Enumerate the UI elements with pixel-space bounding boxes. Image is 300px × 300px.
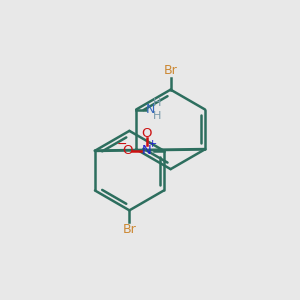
Text: O: O <box>122 144 133 157</box>
Text: −: − <box>116 138 127 151</box>
Text: H: H <box>153 111 162 121</box>
Text: N: N <box>146 103 156 116</box>
Text: O: O <box>142 127 152 140</box>
Text: Br: Br <box>122 223 136 236</box>
Text: N: N <box>142 144 152 157</box>
Text: +: + <box>148 139 157 149</box>
Text: Br: Br <box>164 64 178 77</box>
Text: H: H <box>153 98 162 108</box>
